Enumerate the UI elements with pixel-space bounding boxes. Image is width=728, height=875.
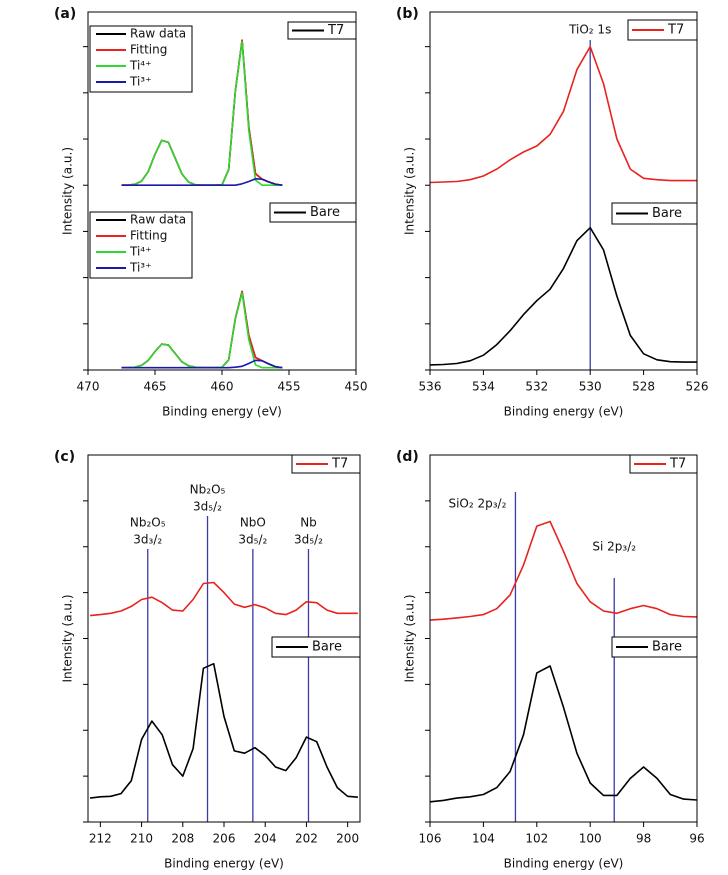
legend-label: Ti⁴⁺ — [129, 245, 151, 259]
y-axis-label: Intensity (a.u.) — [403, 147, 417, 235]
x-tick-label: 450 — [345, 380, 368, 394]
x-tick-label: 202 — [295, 832, 318, 846]
peak-label: 3d₃/₂ — [133, 533, 162, 547]
spectrum-line — [121, 290, 283, 369]
panel-label: (d) — [396, 449, 419, 465]
spectrum-line — [121, 290, 283, 369]
y-axis-label: Intensity (a.u.) — [61, 595, 75, 683]
x-tick-label: 455 — [278, 380, 301, 394]
plot-frame — [87, 454, 361, 823]
panel-label: (c) — [54, 449, 75, 465]
spectrum-line — [121, 359, 283, 369]
plot-frame — [87, 11, 357, 371]
x-tick-label: 100 — [579, 832, 602, 846]
x-tick-label: 102 — [525, 832, 548, 846]
legend-label: Ti⁴⁺ — [129, 59, 151, 73]
spectrum-line — [121, 292, 283, 369]
x-tick-label: 206 — [213, 832, 236, 846]
x-tick-label: 200 — [336, 832, 359, 846]
x-axis-label: Binding energy (eV) — [164, 857, 284, 871]
y-axis-label: Intensity (a.u.) — [61, 147, 75, 235]
x-axis-label: Binding energy (eV) — [504, 857, 624, 871]
peak-label: 3d₅/₂ — [294, 533, 323, 547]
x-tick-label: 526 — [686, 380, 709, 394]
x-tick-label: 530 — [579, 380, 602, 394]
legend-label: Bare — [652, 206, 682, 221]
panel-label: (b) — [396, 6, 419, 22]
peak-label: Si 2p₃/₂ — [592, 540, 636, 554]
peak-label: Nb — [300, 516, 317, 530]
x-tick-label: 204 — [254, 832, 277, 846]
peak-label: 3d₅/₂ — [193, 500, 222, 514]
legend-label: Fitting — [130, 43, 167, 57]
legend-label: Fitting — [130, 229, 167, 243]
peak-label: TiO₂ 1s — [568, 23, 611, 37]
x-tick-label: 532 — [525, 380, 548, 394]
peak-label: 3d₅/₂ — [238, 533, 267, 547]
peak-label: NbO — [240, 516, 266, 530]
plot-frame — [429, 11, 698, 371]
spectrum-line — [90, 581, 358, 617]
x-tick-label: 534 — [472, 380, 495, 394]
legend-label: Raw data — [130, 27, 186, 41]
spectrum-line — [121, 178, 283, 186]
x-tick-label: 536 — [419, 380, 442, 394]
spectrum-line — [429, 45, 697, 184]
panel-label: (a) — [54, 6, 76, 22]
legend-label: Raw data — [130, 213, 186, 227]
legend-label: T7 — [327, 23, 344, 38]
legend-label: Ti³⁺ — [129, 75, 151, 89]
fit-legend-box — [89, 211, 193, 279]
legend-label: T7 — [331, 457, 348, 472]
x-tick-label: 470 — [77, 380, 100, 394]
plot-frame — [429, 454, 698, 823]
legend-label: Ti³⁺ — [129, 261, 151, 275]
x-axis-label: Binding energy (eV) — [162, 405, 282, 419]
spectrum-line — [89, 662, 358, 799]
spectrum-line — [429, 226, 697, 366]
x-tick-label: 106 — [419, 832, 442, 846]
y-axis-label: Intensity (a.u.) — [403, 595, 417, 683]
x-tick-label: 96 — [689, 832, 704, 846]
x-tick-label: 460 — [211, 380, 234, 394]
peak-label: Nb₂O₅ — [190, 483, 226, 497]
x-tick-label: 104 — [472, 832, 495, 846]
x-tick-label: 210 — [130, 832, 153, 846]
spectrum-line — [429, 520, 698, 621]
x-tick-label: 208 — [171, 832, 194, 846]
legend-label: T7 — [667, 23, 684, 38]
peak-label: Nb₂O₅ — [130, 516, 166, 530]
x-tick-label: 465 — [144, 380, 167, 394]
x-tick-label: 98 — [636, 832, 651, 846]
peak-label: SiO₂ 2p₃/₂ — [448, 497, 506, 511]
x-tick-label: 528 — [632, 380, 655, 394]
x-tick-label: 212 — [89, 832, 112, 846]
legend-label: T7 — [669, 457, 686, 472]
x-axis-label: Binding energy (eV) — [504, 405, 624, 419]
legend-label: Bare — [652, 640, 682, 655]
legend-label: Bare — [312, 640, 342, 655]
legend-label: Bare — [310, 205, 340, 220]
spectrum-line — [429, 665, 698, 803]
